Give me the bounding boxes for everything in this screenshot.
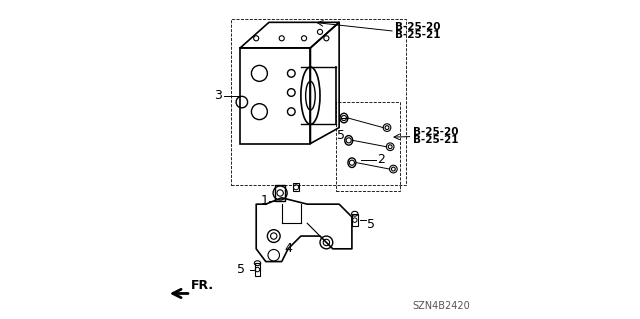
Text: SZN4B2420: SZN4B2420 bbox=[412, 301, 470, 311]
Text: B-25-20: B-25-20 bbox=[395, 22, 440, 32]
Bar bbox=[240, 48, 310, 144]
Text: 5: 5 bbox=[237, 263, 245, 276]
Text: 1: 1 bbox=[260, 195, 268, 207]
Text: B-25-21: B-25-21 bbox=[413, 135, 458, 145]
Text: B-25-20: B-25-20 bbox=[413, 127, 458, 137]
Text: 3: 3 bbox=[214, 89, 222, 102]
Bar bbox=[293, 183, 300, 191]
Bar bbox=[336, 102, 400, 191]
Bar bbox=[352, 214, 358, 226]
Bar bbox=[275, 185, 285, 201]
Text: 4: 4 bbox=[284, 242, 292, 255]
Text: 5: 5 bbox=[367, 219, 375, 231]
Bar bbox=[230, 19, 406, 185]
Text: 2: 2 bbox=[378, 153, 385, 166]
Text: 5: 5 bbox=[337, 129, 345, 142]
Bar bbox=[255, 263, 260, 276]
Text: B-25-21: B-25-21 bbox=[395, 30, 440, 40]
Text: FR.: FR. bbox=[191, 279, 214, 292]
